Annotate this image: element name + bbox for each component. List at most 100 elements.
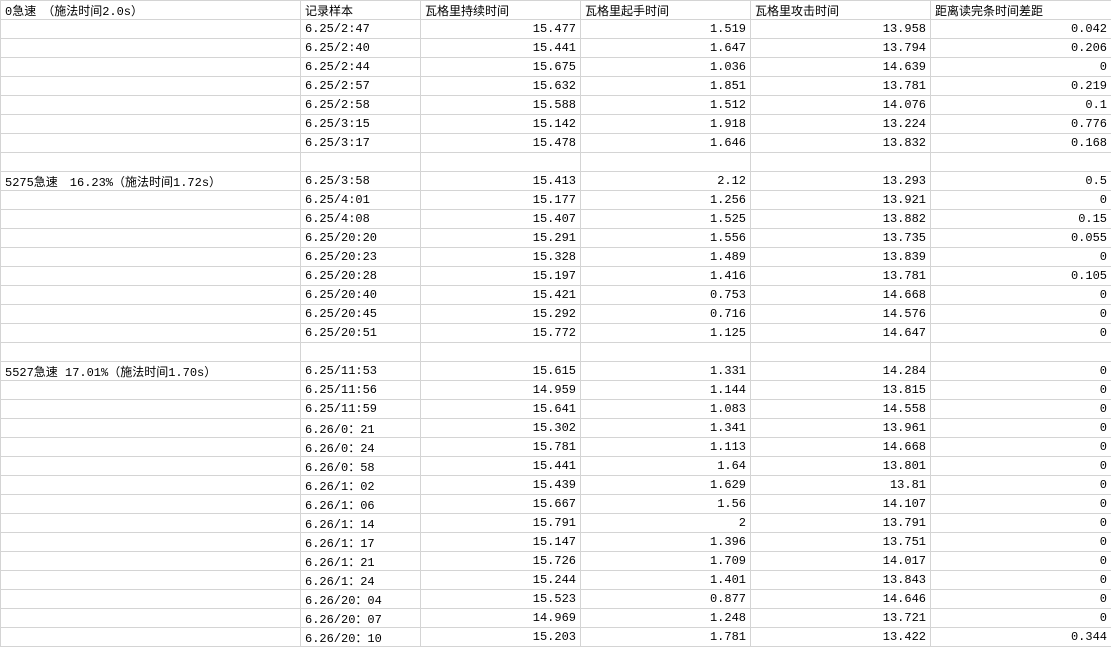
cell-config (1, 115, 301, 134)
cell-duration: 15.203 (421, 628, 581, 647)
cell-attack: 13.791 (751, 514, 931, 533)
cell-gap: 0.15 (931, 210, 1111, 229)
table-row: 6.25/3:1515.1421.91813.2240.776 (1, 115, 1111, 134)
cell-duration: 15.781 (421, 438, 581, 457)
cell-duration: 15.641 (421, 400, 581, 419)
cell-duration: 15.328 (421, 248, 581, 267)
cell-startup: 1.851 (581, 77, 751, 96)
cell-startup: 1.556 (581, 229, 751, 248)
cell-gap: 0 (931, 248, 1111, 267)
cell-duration: 15.477 (421, 20, 581, 39)
cell-config (1, 20, 301, 39)
cell-duration: 15.197 (421, 267, 581, 286)
cell-duration: 15.478 (421, 134, 581, 153)
cell-attack: 14.576 (751, 305, 931, 324)
cell-config (1, 324, 301, 343)
cell-attack: 14.558 (751, 400, 931, 419)
cell-attack: 14.017 (751, 552, 931, 571)
cell-config: 5275急速 16.23%（施法时间1.72s） (1, 172, 301, 191)
cell-sample: 6.25/2:58 (301, 96, 421, 115)
table-row: 6.26/1：1415.791213.7910 (1, 514, 1111, 533)
cell-attack: 13.961 (751, 419, 931, 438)
cell-startup: 1.629 (581, 476, 751, 495)
cell-config (1, 248, 301, 267)
cell-config (1, 191, 301, 210)
cell-sample: 6.25/20:40 (301, 286, 421, 305)
table-row: 6.26/20：0714.9691.24813.7210 (1, 609, 1111, 628)
cell-attack: 13.801 (751, 457, 931, 476)
cell-attack: 13.815 (751, 381, 931, 400)
cell-sample: 6.25/2:44 (301, 58, 421, 77)
cell-config (1, 571, 301, 590)
cell-gap: 0 (931, 476, 1111, 495)
cell-sample: 6.26/1：21 (301, 552, 421, 571)
cell-attack: 14.284 (751, 362, 931, 381)
cell-duration: 15.667 (421, 495, 581, 514)
cell-attack: 13.958 (751, 20, 931, 39)
empty-cell (421, 153, 581, 172)
cell-config (1, 381, 301, 400)
cell-sample: 6.25/11:56 (301, 381, 421, 400)
cell-sample: 6.25/20:28 (301, 267, 421, 286)
cell-startup: 1.512 (581, 96, 751, 115)
cell-config (1, 609, 301, 628)
cell-attack: 14.639 (751, 58, 931, 77)
col-header-gap: 距离读完条时间差距 (931, 1, 1111, 20)
cell-duration: 15.441 (421, 39, 581, 58)
cell-config (1, 267, 301, 286)
cell-gap: 0.776 (931, 115, 1111, 134)
cell-config (1, 419, 301, 438)
empty-cell (751, 153, 931, 172)
cell-startup: 1.519 (581, 20, 751, 39)
cell-gap: 0.042 (931, 20, 1111, 39)
cell-duration: 15.675 (421, 58, 581, 77)
cell-attack: 13.832 (751, 134, 931, 153)
cell-gap: 0 (931, 533, 1111, 552)
cell-duration: 15.291 (421, 229, 581, 248)
cell-config (1, 305, 301, 324)
cell-gap: 0 (931, 400, 1111, 419)
table-row: 5275急速 16.23%（施法时间1.72s）6.25/3:5815.4132… (1, 172, 1111, 191)
empty-cell (931, 153, 1111, 172)
cell-attack: 13.751 (751, 533, 931, 552)
cell-attack: 14.668 (751, 438, 931, 457)
cell-startup: 1.525 (581, 210, 751, 229)
empty-cell (581, 153, 751, 172)
col-header-sample: 记录样本 (301, 1, 421, 20)
cell-duration: 15.523 (421, 590, 581, 609)
empty-cell (1, 153, 301, 172)
cell-duration: 14.969 (421, 609, 581, 628)
cell-config (1, 457, 301, 476)
cell-sample: 6.26/20：07 (301, 609, 421, 628)
cell-attack: 14.647 (751, 324, 931, 343)
table-row: 6.25/11:5614.9591.14413.8150 (1, 381, 1111, 400)
cell-sample: 6.26/1：02 (301, 476, 421, 495)
cell-config (1, 96, 301, 115)
cell-gap: 0 (931, 609, 1111, 628)
cell-duration: 15.244 (421, 571, 581, 590)
cell-attack: 13.794 (751, 39, 931, 58)
cell-attack: 14.076 (751, 96, 931, 115)
cell-sample: 6.25/11:59 (301, 400, 421, 419)
cell-duration: 15.615 (421, 362, 581, 381)
cell-sample: 6.26/20：04 (301, 590, 421, 609)
cell-gap: 0 (931, 191, 1111, 210)
cell-attack: 14.646 (751, 590, 931, 609)
cell-startup: 1.781 (581, 628, 751, 647)
cell-duration: 15.441 (421, 457, 581, 476)
empty-cell (421, 343, 581, 362)
cell-gap: 0 (931, 514, 1111, 533)
col-header-duration: 瓦格里持续时间 (421, 1, 581, 20)
data-table: 0急速 （施法时间2.0s） 记录样本 瓦格里持续时间 瓦格里起手时间 瓦格里攻… (0, 0, 1111, 647)
cell-sample: 6.25/20:20 (301, 229, 421, 248)
cell-gap: 0.168 (931, 134, 1111, 153)
table-row: 6.25/20:5115.7721.12514.6470 (1, 324, 1111, 343)
empty-cell (931, 343, 1111, 362)
empty-cell (301, 153, 421, 172)
cell-duration: 15.413 (421, 172, 581, 191)
cell-gap: 0.1 (931, 96, 1111, 115)
cell-gap: 0 (931, 305, 1111, 324)
table-body: 6.25/2:4715.4771.51913.9580.0426.25/2:40… (1, 20, 1111, 647)
cell-duration: 15.772 (421, 324, 581, 343)
cell-sample: 6.25/3:58 (301, 172, 421, 191)
